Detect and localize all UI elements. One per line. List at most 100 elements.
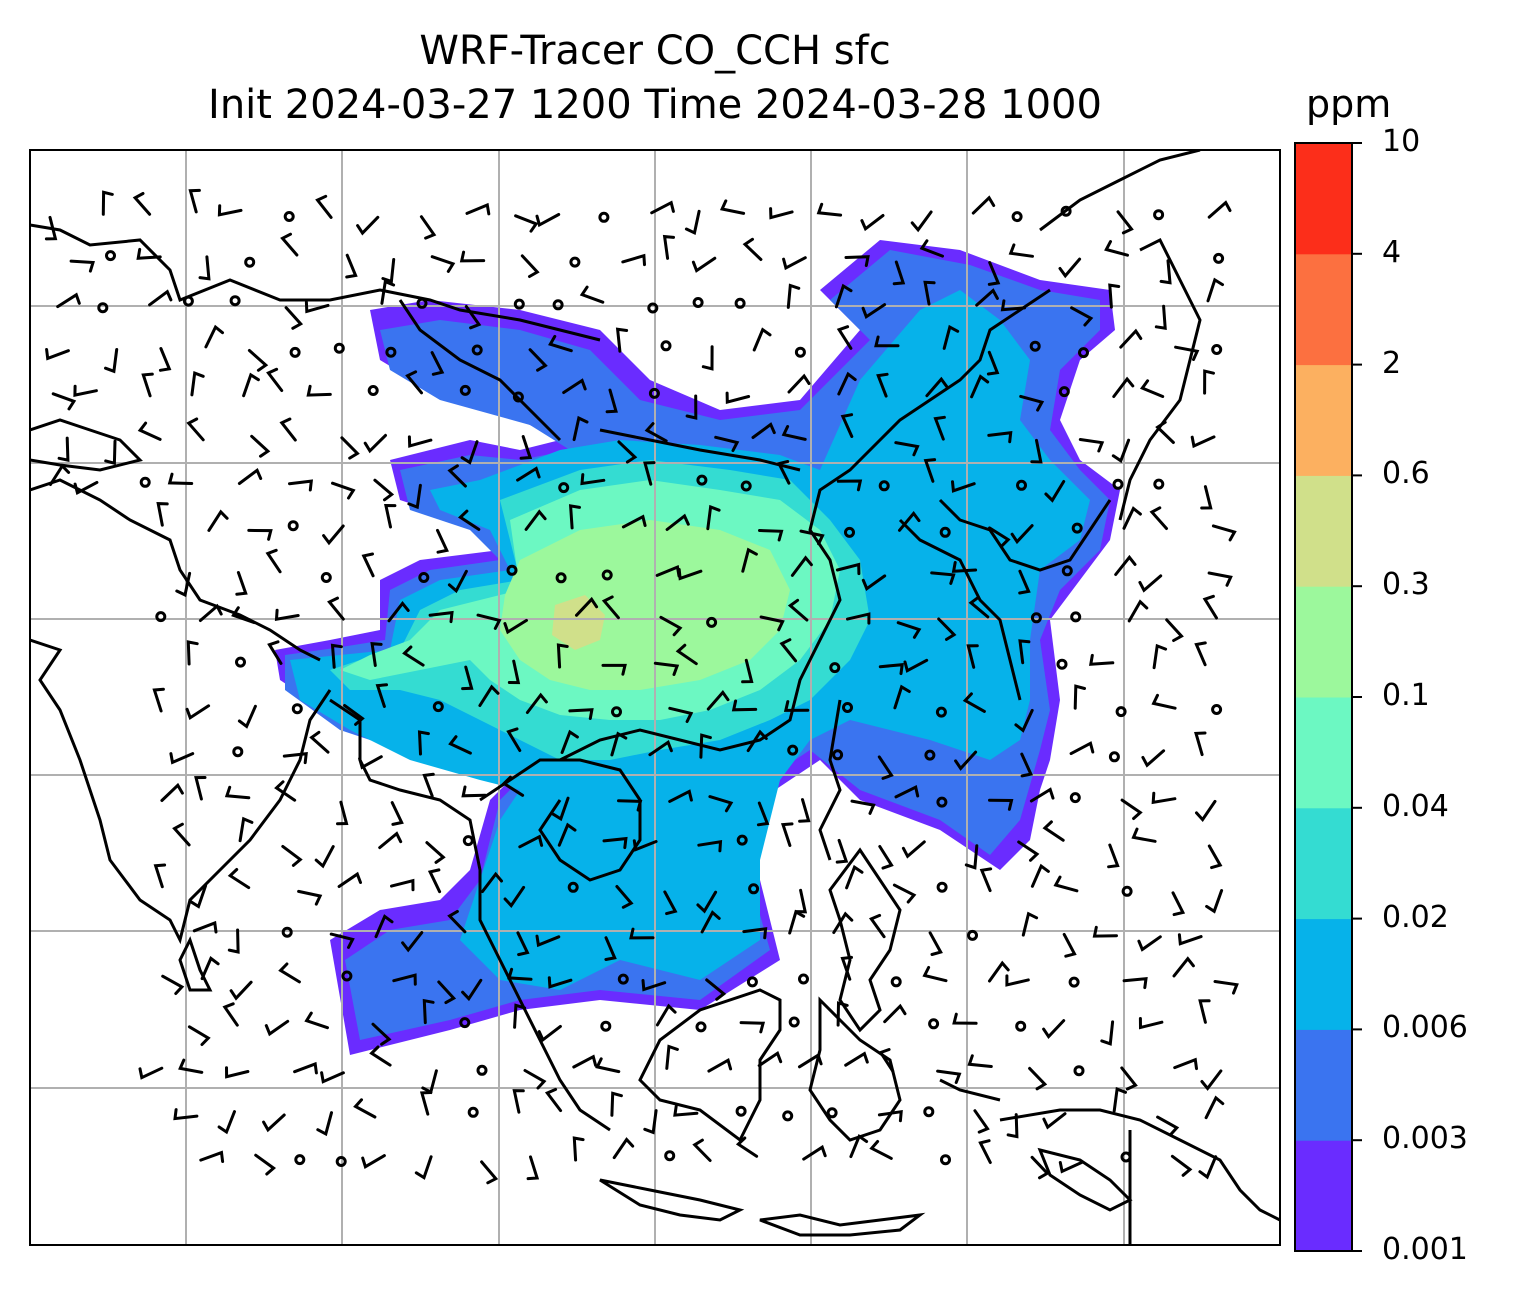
wind-barb (247, 528, 273, 541)
wind-barb (601, 663, 627, 676)
wind-barb (194, 776, 207, 801)
calm-circle (1112, 478, 1124, 490)
wind-barb (437, 980, 457, 1005)
wind-barb (876, 372, 889, 398)
wind-barb (405, 370, 423, 395)
wind-barb (1131, 827, 1157, 843)
wind-barb (192, 920, 218, 934)
calm-circle (558, 482, 570, 494)
calm-circle (235, 656, 246, 668)
wind-barb (1198, 1155, 1218, 1180)
wind-barb (779, 638, 798, 663)
wind-barb (225, 1066, 250, 1079)
wind-barb (1170, 1154, 1193, 1177)
calm-circle (967, 929, 978, 941)
wind-barb (330, 643, 343, 669)
wind-barb (461, 785, 487, 798)
wind-barb (378, 831, 403, 850)
wind-barb (790, 555, 813, 577)
wind-barb (735, 1136, 759, 1158)
calm-circle (232, 746, 244, 758)
wind-barb (1207, 571, 1233, 587)
wind-barb (1204, 1095, 1225, 1120)
wind-barb (238, 816, 254, 843)
wind-barb (665, 1044, 679, 1070)
calm-circle (418, 572, 430, 583)
wind-barb (1019, 394, 1045, 412)
wind-barb (551, 796, 570, 822)
wind-barb (229, 980, 253, 1001)
wind-barb (922, 966, 948, 983)
calm-circle (320, 572, 332, 583)
wind-barb (44, 215, 58, 241)
wind-barb (537, 1024, 562, 1043)
wind-barb (1207, 200, 1232, 219)
calm-circle (459, 1017, 471, 1029)
wind-barb (878, 1048, 895, 1073)
wind-barb (104, 439, 117, 466)
wind-barb (1044, 480, 1066, 503)
wind-barb (523, 1069, 547, 1090)
wind-barb (836, 479, 863, 492)
wind-barb (447, 464, 467, 488)
shade-0.3 (552, 595, 605, 650)
calm-circle (1078, 347, 1089, 359)
calm-circle (333, 342, 345, 354)
calm-circle (936, 796, 948, 808)
wind-barb (526, 1155, 540, 1181)
calm-circle (740, 480, 752, 492)
wind-barb (615, 885, 634, 909)
calm-circle (782, 1110, 794, 1122)
wind-barb (200, 956, 220, 981)
wind-barb (595, 1057, 621, 1074)
wind-barb (1122, 977, 1148, 990)
colorbar-tick-label: 0.1 (1382, 678, 1430, 713)
wind-barb (190, 371, 205, 397)
calm-circle (935, 706, 947, 718)
wind-barb (402, 645, 425, 667)
wind-barb (781, 425, 807, 441)
wind-barb (198, 255, 211, 281)
wind-barb (1207, 844, 1223, 870)
wind-barb (1058, 257, 1082, 279)
wind-barb (746, 729, 768, 753)
wind-barb (430, 255, 456, 273)
wind-barb (288, 479, 314, 492)
wind-barb (701, 345, 714, 371)
wind-barb (428, 610, 454, 624)
wind-barb (892, 260, 906, 286)
wind-barb (371, 1022, 392, 1046)
wind-barb (1211, 524, 1237, 542)
calm-circle (648, 387, 660, 399)
wind-barb (975, 288, 999, 307)
wind-barb (572, 1136, 585, 1162)
calm-circle (647, 302, 659, 314)
wind-barb (51, 392, 77, 411)
wind-barb (1172, 956, 1195, 978)
wind-barb (685, 394, 698, 420)
calm-circle (706, 616, 718, 628)
wind-barb (684, 209, 701, 235)
wind-barb (419, 215, 437, 240)
calm-circle (105, 250, 116, 262)
wind-barb (861, 574, 887, 592)
calm-circle (787, 744, 799, 756)
wind-barb (705, 978, 727, 1001)
wind-barb (73, 480, 99, 496)
wind-barb (464, 305, 482, 330)
calm-circle (611, 706, 622, 718)
wind-barb (739, 1021, 766, 1034)
wind-barb (894, 441, 920, 457)
wind-barb (1127, 599, 1149, 623)
wind-barb (617, 440, 638, 464)
wind-barb (264, 1019, 290, 1037)
wind-barb (700, 910, 721, 934)
calm-circle (923, 1106, 935, 1118)
wind-barb (1000, 299, 1026, 312)
calm-circle (1029, 340, 1041, 352)
wind-barb (1014, 708, 1034, 733)
wind-barb (556, 643, 569, 669)
calm-circle (1058, 386, 1070, 398)
wind-barb (903, 658, 929, 673)
wind-barb (1116, 210, 1134, 235)
